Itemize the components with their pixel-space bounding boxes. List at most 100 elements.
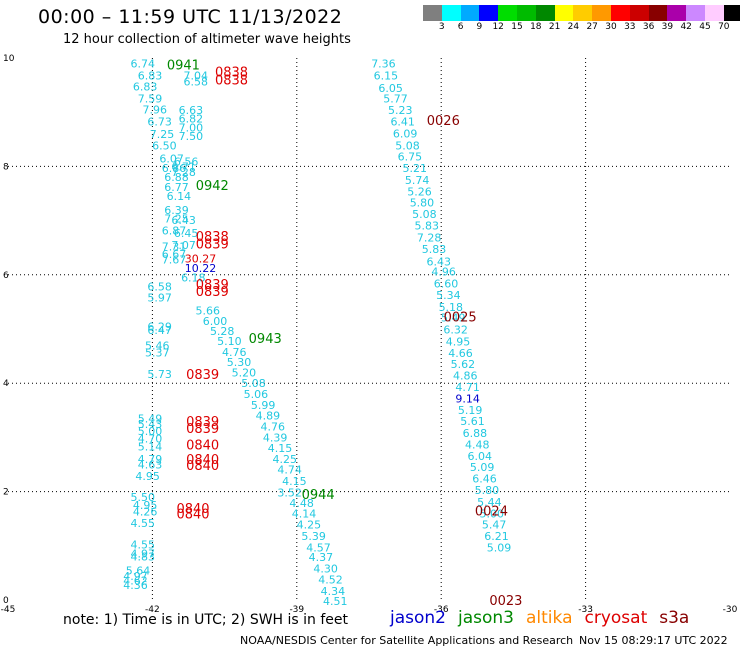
wave-height-value: 6.75 — [398, 151, 423, 164]
wave-height-value: 6.74 — [131, 57, 156, 70]
wave-height-value: 5.10 — [217, 335, 242, 348]
legend-swatch — [592, 5, 611, 21]
pass-time-label: 0024 — [475, 505, 508, 520]
wave-height-value: 6.67 — [162, 248, 187, 261]
wave-height-value: 5.77 — [383, 93, 408, 106]
wave-height-value: 6.50 — [152, 139, 177, 152]
credit-text: NOAA/NESDIS Center for Satellite Applica… — [240, 634, 574, 647]
pass-time-label: 0941 — [167, 59, 200, 74]
wave-height-value: 6.32 — [443, 324, 468, 337]
wave-height-value: 6.41 — [390, 115, 415, 128]
wave-height-value: 5.21 — [402, 162, 427, 175]
wave-height-value: 6.47 — [147, 324, 172, 337]
legend-label: 3 — [438, 22, 445, 32]
wave-height-value: 4.30 — [313, 563, 338, 576]
legend-swatch — [535, 5, 555, 21]
wave-height-value: 7.59 — [138, 93, 163, 106]
legend-swatch — [648, 5, 668, 21]
wave-height-value: 4.74 — [277, 463, 302, 476]
legend-swatch — [573, 5, 593, 21]
wave-height-value: 4.15 — [268, 442, 293, 455]
wave-height-value: 7.67 — [162, 254, 187, 267]
legend-swatch — [498, 5, 517, 21]
pass-time-label: 0943 — [249, 332, 282, 347]
wave-height-value: 6.14 — [167, 190, 192, 203]
wave-height-value: 6.77 — [164, 181, 189, 194]
legend-swatch — [423, 5, 442, 21]
legend-swatch — [667, 5, 687, 21]
wave-height-value: 4.26 — [133, 506, 158, 519]
wave-height-value: 6.83 — [138, 69, 163, 82]
wave-height-value: 4.55 — [131, 517, 156, 530]
wave-height-value: 7.04 — [183, 69, 208, 82]
pass-time-label: 0839 — [186, 422, 219, 437]
wave-height-value: 6.56 — [174, 156, 199, 169]
pass-time-label: 0839 — [186, 368, 219, 383]
wave-height-value: 6.46 — [472, 473, 497, 486]
wave-height-value: 5.47 — [482, 519, 507, 532]
wave-height-value: 4.95 — [446, 335, 471, 348]
wave-height-value: 6.82 — [179, 113, 204, 126]
satellite-name: cryosat — [584, 608, 648, 628]
pass-time-label: 0840 — [186, 459, 219, 474]
chart-subtitle: 12 hour collection of altimeter wave hei… — [63, 32, 351, 47]
wave-height-value: 4.36 — [123, 579, 148, 592]
x-tick-label: -45 — [1, 605, 16, 615]
wave-height-value: 5.30 — [227, 356, 252, 369]
wave-height-value: 30.27 — [185, 253, 217, 266]
wave-height-value: 4.89 — [256, 410, 281, 423]
wave-height-value: 6.88 — [463, 427, 488, 440]
wave-height-value: 7.31 — [162, 241, 187, 254]
legend-swatch — [610, 5, 630, 21]
wave-height-value: 5.09 — [470, 461, 495, 474]
wave-height-value: 4.48 — [465, 438, 490, 451]
y-tick-label: 2 — [3, 488, 9, 498]
wave-height-value: 4.86 — [453, 370, 478, 383]
wave-height-value: 5.73 — [147, 368, 172, 381]
pass-time-label: 0840 — [186, 453, 219, 468]
wave-height-value: 4.51 — [323, 595, 348, 608]
legend-label: 70 — [718, 22, 730, 32]
wave-height-value: 4.34 — [321, 585, 346, 598]
wave-height-value: 7.36 — [371, 57, 396, 70]
wave-height-value: 6.87 — [162, 224, 187, 237]
legend-swatch — [629, 5, 649, 21]
wave-height-value: 6.04 — [467, 450, 492, 463]
wave-height-value: 5.34 — [436, 289, 461, 302]
y-tick-label: 4 — [3, 379, 9, 389]
wave-height-value: 4.15 — [282, 475, 307, 488]
pass-time-label: 0944 — [302, 488, 335, 503]
y-tick-label: 10 — [3, 54, 15, 64]
wave-height-value: 5.08 — [395, 139, 420, 152]
legend-label: 39 — [661, 22, 674, 32]
wave-height-value: 5.80 — [410, 197, 435, 210]
legend-label: 24 — [567, 22, 580, 32]
wave-height-value: 3.52 — [277, 487, 302, 500]
legend-label: 6 — [457, 22, 464, 32]
pass-time-label: 0025 — [444, 311, 477, 326]
wave-height-value: 5.19 — [458, 404, 483, 417]
pass-time-label: 0838 — [196, 230, 229, 245]
wave-height-value: 7.28 — [417, 231, 442, 244]
pass-time-label: 0840 — [176, 502, 209, 517]
wave-height-value: 5.08 — [412, 208, 437, 221]
wave-height-value: 6.43 — [427, 255, 452, 268]
wave-height-value: 4.76 — [222, 346, 247, 359]
legend-swatch — [441, 5, 461, 21]
legend-swatch — [516, 5, 536, 21]
satellite-name: jason3 — [458, 608, 514, 628]
wave-height-value: 4.25 — [273, 453, 298, 466]
legend-label: 30 — [605, 22, 617, 32]
wave-height-value: 4.63 — [138, 459, 163, 472]
wave-height-value: 7.28 — [171, 166, 196, 179]
wave-height-value: 5.74 — [405, 174, 430, 187]
wave-height-value: 9.14 — [455, 392, 480, 405]
wave-height-value: 7.96 — [143, 103, 168, 116]
wave-height-value: 5.64 — [126, 565, 151, 578]
wave-height-value: 5.00 — [479, 507, 504, 520]
wave-height-value: 4.95 — [133, 499, 158, 512]
wave-height-value: 6.05 — [378, 82, 403, 95]
legend-swatch — [554, 5, 574, 21]
wave-height-value: 6.58 — [147, 281, 172, 294]
